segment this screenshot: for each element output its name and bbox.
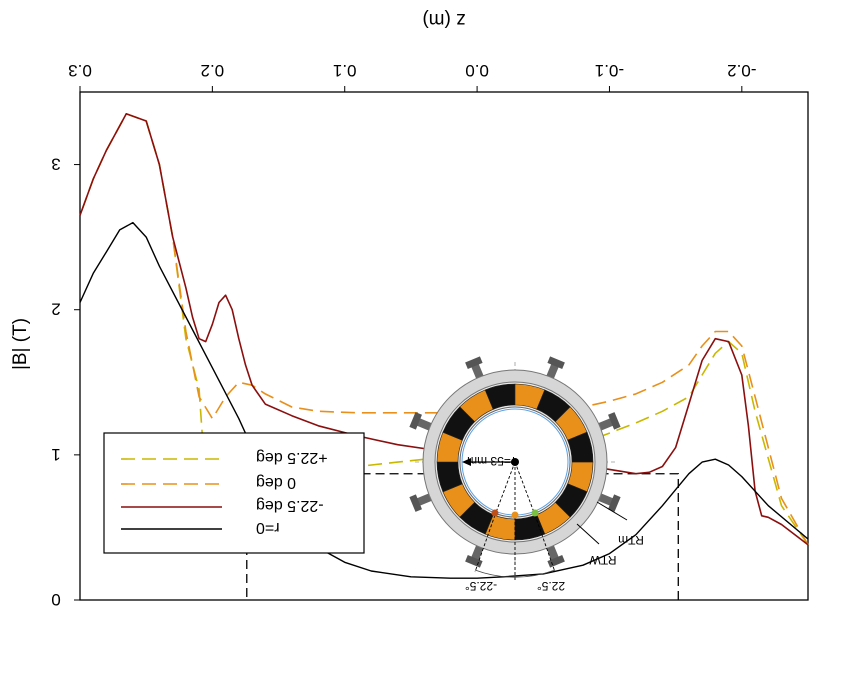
inset-angle-left-label: -22.5°: [465, 579, 497, 593]
x-tick-label: 0.0: [465, 61, 489, 80]
inset-clamp-head: [547, 356, 565, 369]
x-axis: -0.2 -0.1 0.0 0.1 0.2 0.3: [68, 61, 756, 92]
plot-frame: [79, 91, 809, 601]
inset-arrow-head-icon: [462, 458, 471, 466]
inset-angle-ext-left: [474, 514, 496, 573]
legend-box: [103, 432, 365, 554]
series-layer: [79, 113, 809, 579]
legend: +22.5 deg 0 deg -22.5 deg r=0: [103, 432, 365, 554]
x-tick-label: 0.1: [333, 61, 357, 80]
inset-rtm-pointer: [596, 501, 628, 521]
inset-rtw-label: RTW: [589, 553, 617, 567]
y-axis: 0 1 2 3: [51, 155, 80, 609]
inset-magnet-segment: [567, 431, 594, 463]
inset-clamp-head: [608, 412, 621, 430]
inset-rtm-label: RTm: [618, 533, 644, 547]
inset-rtw-pointer: [576, 523, 600, 545]
inset-point-right: [531, 509, 539, 517]
inset-radius-label: r=53 mm: [467, 454, 515, 468]
y-tick-label: 2: [51, 300, 60, 319]
inset-clamps: [409, 356, 621, 568]
y-axis-label: |B| (T): [10, 318, 31, 370]
y-tick-label: 3: [51, 155, 60, 174]
x-tick-label: -0.2: [727, 61, 756, 80]
inset-angle-line-left: [494, 461, 516, 516]
inset-angle-right-label: 22.5°: [537, 579, 565, 593]
legend-label-22-5-deg: +22.5 deg: [256, 449, 328, 466]
inset-clamp-head: [547, 555, 565, 568]
y-tick-label: 1: [51, 445, 60, 464]
legend-label-0-deg: 0 deg: [256, 474, 296, 491]
inset-clamp-head: [465, 555, 483, 568]
inset-angle-arc: [474, 569, 556, 578]
inset-clamp-head: [409, 412, 422, 430]
inset-clamp-head: [608, 494, 621, 512]
legend-label-22-5-deg: -22.5 deg: [256, 497, 324, 514]
legend-entries: +22.5 deg 0 deg -22.5 deg r=0: [121, 449, 328, 536]
inset-clamp-head: [465, 356, 483, 369]
inset-point-left: [491, 509, 499, 517]
inset-clamp-head: [409, 494, 422, 512]
inset-angle-ext-right: [534, 514, 556, 573]
series-line-r-0: [79, 221, 809, 579]
x-tick-label: -0.1: [595, 61, 624, 80]
magnet-cross-section-inset: r=53 mm -22.5° 22.5° RTm RTW: [409, 356, 644, 593]
legend-label-r-0: r=0: [256, 519, 280, 536]
y-tick-label: 0: [51, 590, 60, 609]
x-axis-label: z (m): [422, 9, 465, 30]
x-tick-label: 0.2: [201, 61, 225, 80]
series-line-22-5-deg: [79, 113, 809, 546]
x-tick-label: 0.3: [68, 61, 92, 80]
inset-angle-line-right: [514, 461, 536, 516]
inset-point-center: [511, 511, 519, 519]
